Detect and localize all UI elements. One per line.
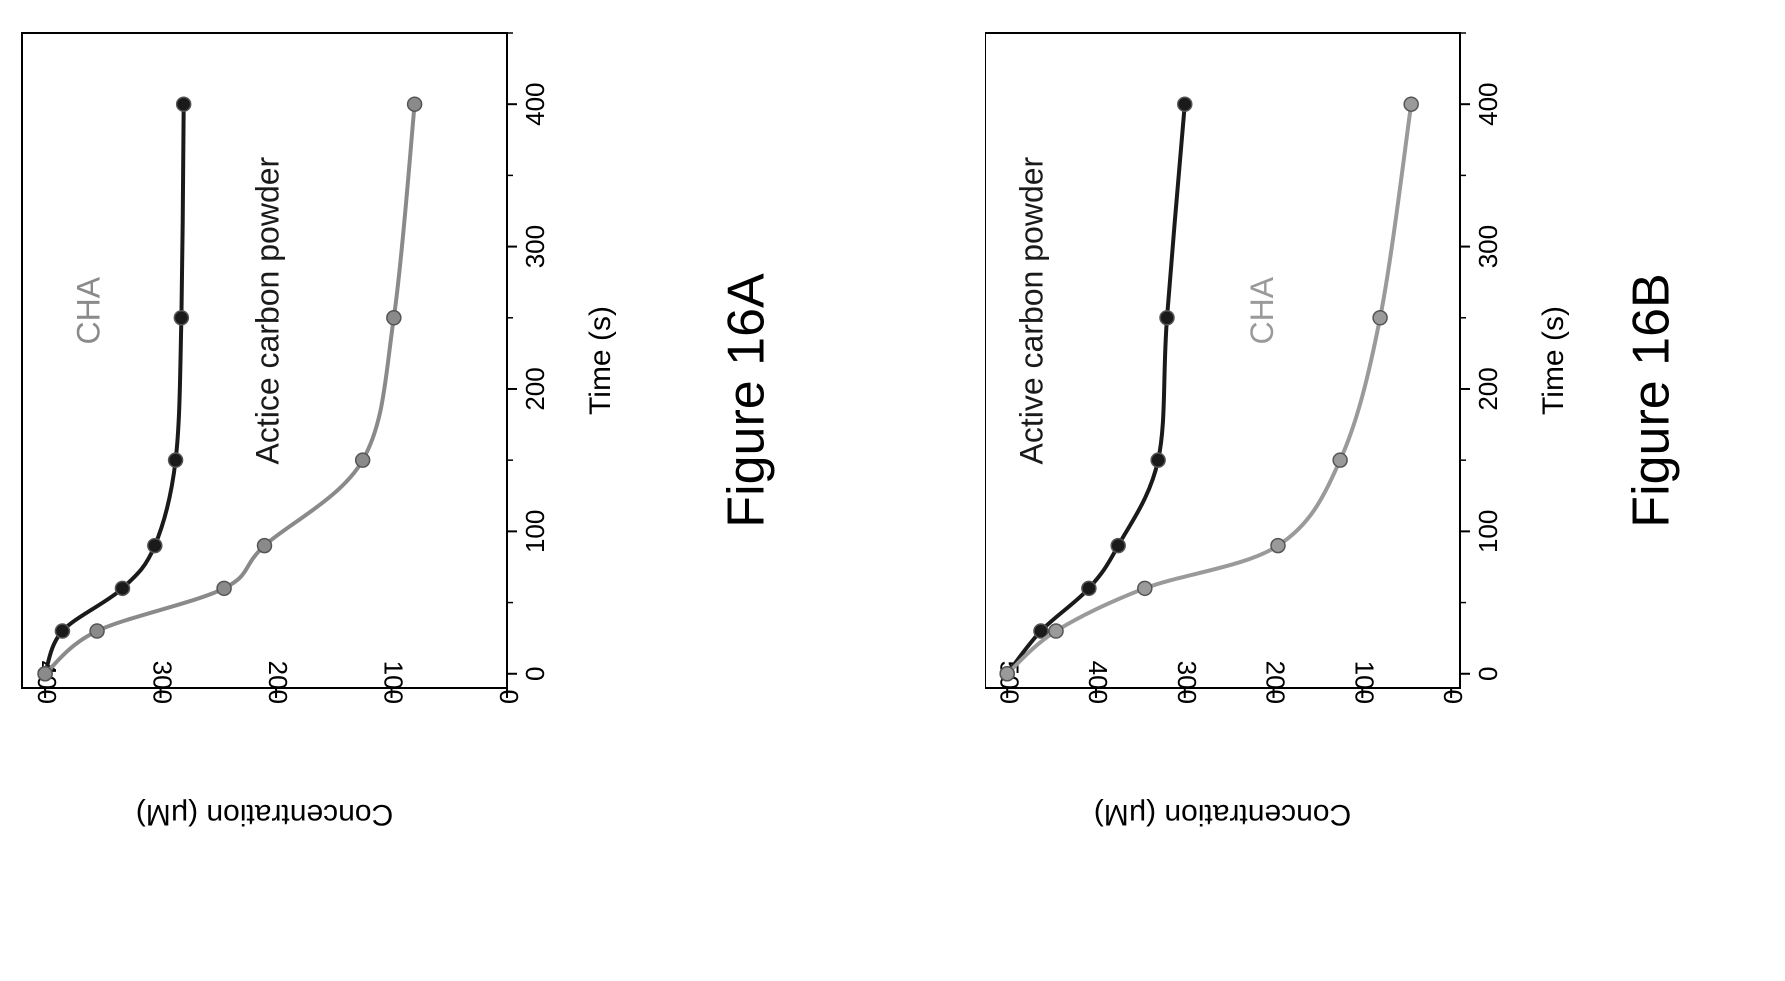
fig16b-data-point: [1403, 96, 1419, 112]
fig16b-concentration-tick-label: 400: [1083, 661, 1113, 704]
fig16a-time-tick-label: 0: [520, 667, 550, 681]
fig16a-data-point: [89, 623, 105, 639]
fig16b-caption: Figure 16B: [1623, 273, 1681, 527]
fig16a-time-axis-label: Time (s): [584, 306, 617, 415]
fig16b-time-tick-label: 400: [1473, 83, 1503, 126]
fig16a-series-line: [43, 102, 186, 676]
fig16a-data-point: [173, 310, 190, 326]
fig16b-data-point: [1110, 537, 1126, 554]
fig16b-concentration-tick-label: 300: [1172, 661, 1202, 704]
fig16a-data-point: [175, 96, 192, 112]
fig16a-data-point: [147, 537, 163, 554]
fig16b-time-tick-label: 0: [1473, 667, 1503, 681]
fig16a-series-cha: CHA: [37, 96, 423, 682]
fig16a-data-point: [406, 96, 423, 112]
fig16a-plot-frame: [21, 32, 508, 689]
figure-16a: 0 100 200 300 400 Concentration (μM) 0 100 200 30…: [10, 8, 800, 868]
fig16b-data-point: [1270, 537, 1286, 554]
fig16b-series-cha: CHA: [999, 96, 1419, 682]
fig16a-series-label: Actice carbon powder: [250, 156, 286, 464]
fig16a-data-point: [256, 537, 273, 554]
fig16a-time-tick-label: 400: [520, 83, 550, 126]
fig16a-data-point: [54, 623, 71, 639]
fig16b-data-point: [1332, 452, 1348, 468]
fig16b-data-point: [999, 666, 1015, 682]
fig16b-data-point: [1150, 452, 1166, 468]
fig16b-concentration-axis-label: Concentration (μM): [1094, 798, 1351, 831]
fig16a-data-point: [354, 452, 371, 468]
fig16b-time-axis: 0 100 200 300 400: [1460, 32, 1503, 681]
fig16b-series-label: CHA: [1244, 276, 1280, 344]
fig16a-series-line: [43, 102, 417, 676]
fig16a-time-tick-label: 100: [520, 510, 550, 553]
fig16b-time-axis-label: Time (s): [1537, 306, 1570, 415]
fig16b-data-point: [1372, 310, 1388, 326]
fig16b-series-line: [1005, 102, 1414, 676]
fig16a-concentration-tick-label: 100: [379, 661, 409, 704]
fig16a-time-tick-label: 300: [520, 225, 550, 268]
fig16b-concentration-tick-label: 100: [1349, 661, 1379, 704]
fig16a-concentration-tick-label: 0: [494, 690, 524, 704]
fig16b-series-line: [1005, 102, 1187, 676]
fig16b-data-point: [1137, 580, 1153, 597]
fig16b-series-active-carbon: Active carbon powder: [999, 96, 1193, 682]
fig16b-time-tick-label: 300: [1473, 225, 1503, 268]
chart-16a: 0 100 200 300 400 Concentration (μM) 0 100 200 30…: [21, 32, 776, 831]
fig16b-plot-frame: [984, 32, 1461, 689]
figure-16b: 0 100 200 300 400 500 Concentration (μM) 0 100 20…: [984, 8, 1745, 868]
fig16b-data-point: [1159, 310, 1175, 326]
fig16a-series-active-carbon: Actice carbon powder: [37, 96, 286, 682]
fig16b-data-point: [1081, 580, 1097, 597]
fig16b-time-tick-label: 200: [1473, 367, 1503, 410]
fig16a-concentration-tick-label: 200: [263, 661, 293, 704]
fig16b-time-tick-label: 100: [1473, 510, 1503, 553]
fig16a-data-point: [386, 310, 402, 326]
fig16a-data-point: [216, 580, 232, 597]
fig16a-time-tick-label: 200: [520, 367, 550, 410]
fig16a-data-point: [114, 580, 131, 597]
fig16b-data-point: [1033, 623, 1049, 639]
fig16b-data-point: [1177, 96, 1193, 112]
fig16b-concentration-tick-label: 0: [1438, 690, 1468, 704]
fig16b-data-point: [1048, 623, 1064, 639]
fig16a-caption: Figure 16A: [718, 273, 776, 528]
fig16a-concentration-axis-label: Concentration (μM): [136, 798, 393, 831]
fig16a-series-label: CHA: [71, 276, 107, 344]
fig16b-concentration-tick-label: 200: [1261, 661, 1291, 704]
fig16a-time-axis: 0 100 200 300 400: [507, 32, 550, 681]
fig16b-series-label: Active carbon powder: [1013, 156, 1049, 464]
fig16a-concentration-tick-label: 300: [148, 661, 178, 704]
fig16a-data-point: [167, 452, 184, 468]
fig16a-data-point: [37, 666, 53, 682]
